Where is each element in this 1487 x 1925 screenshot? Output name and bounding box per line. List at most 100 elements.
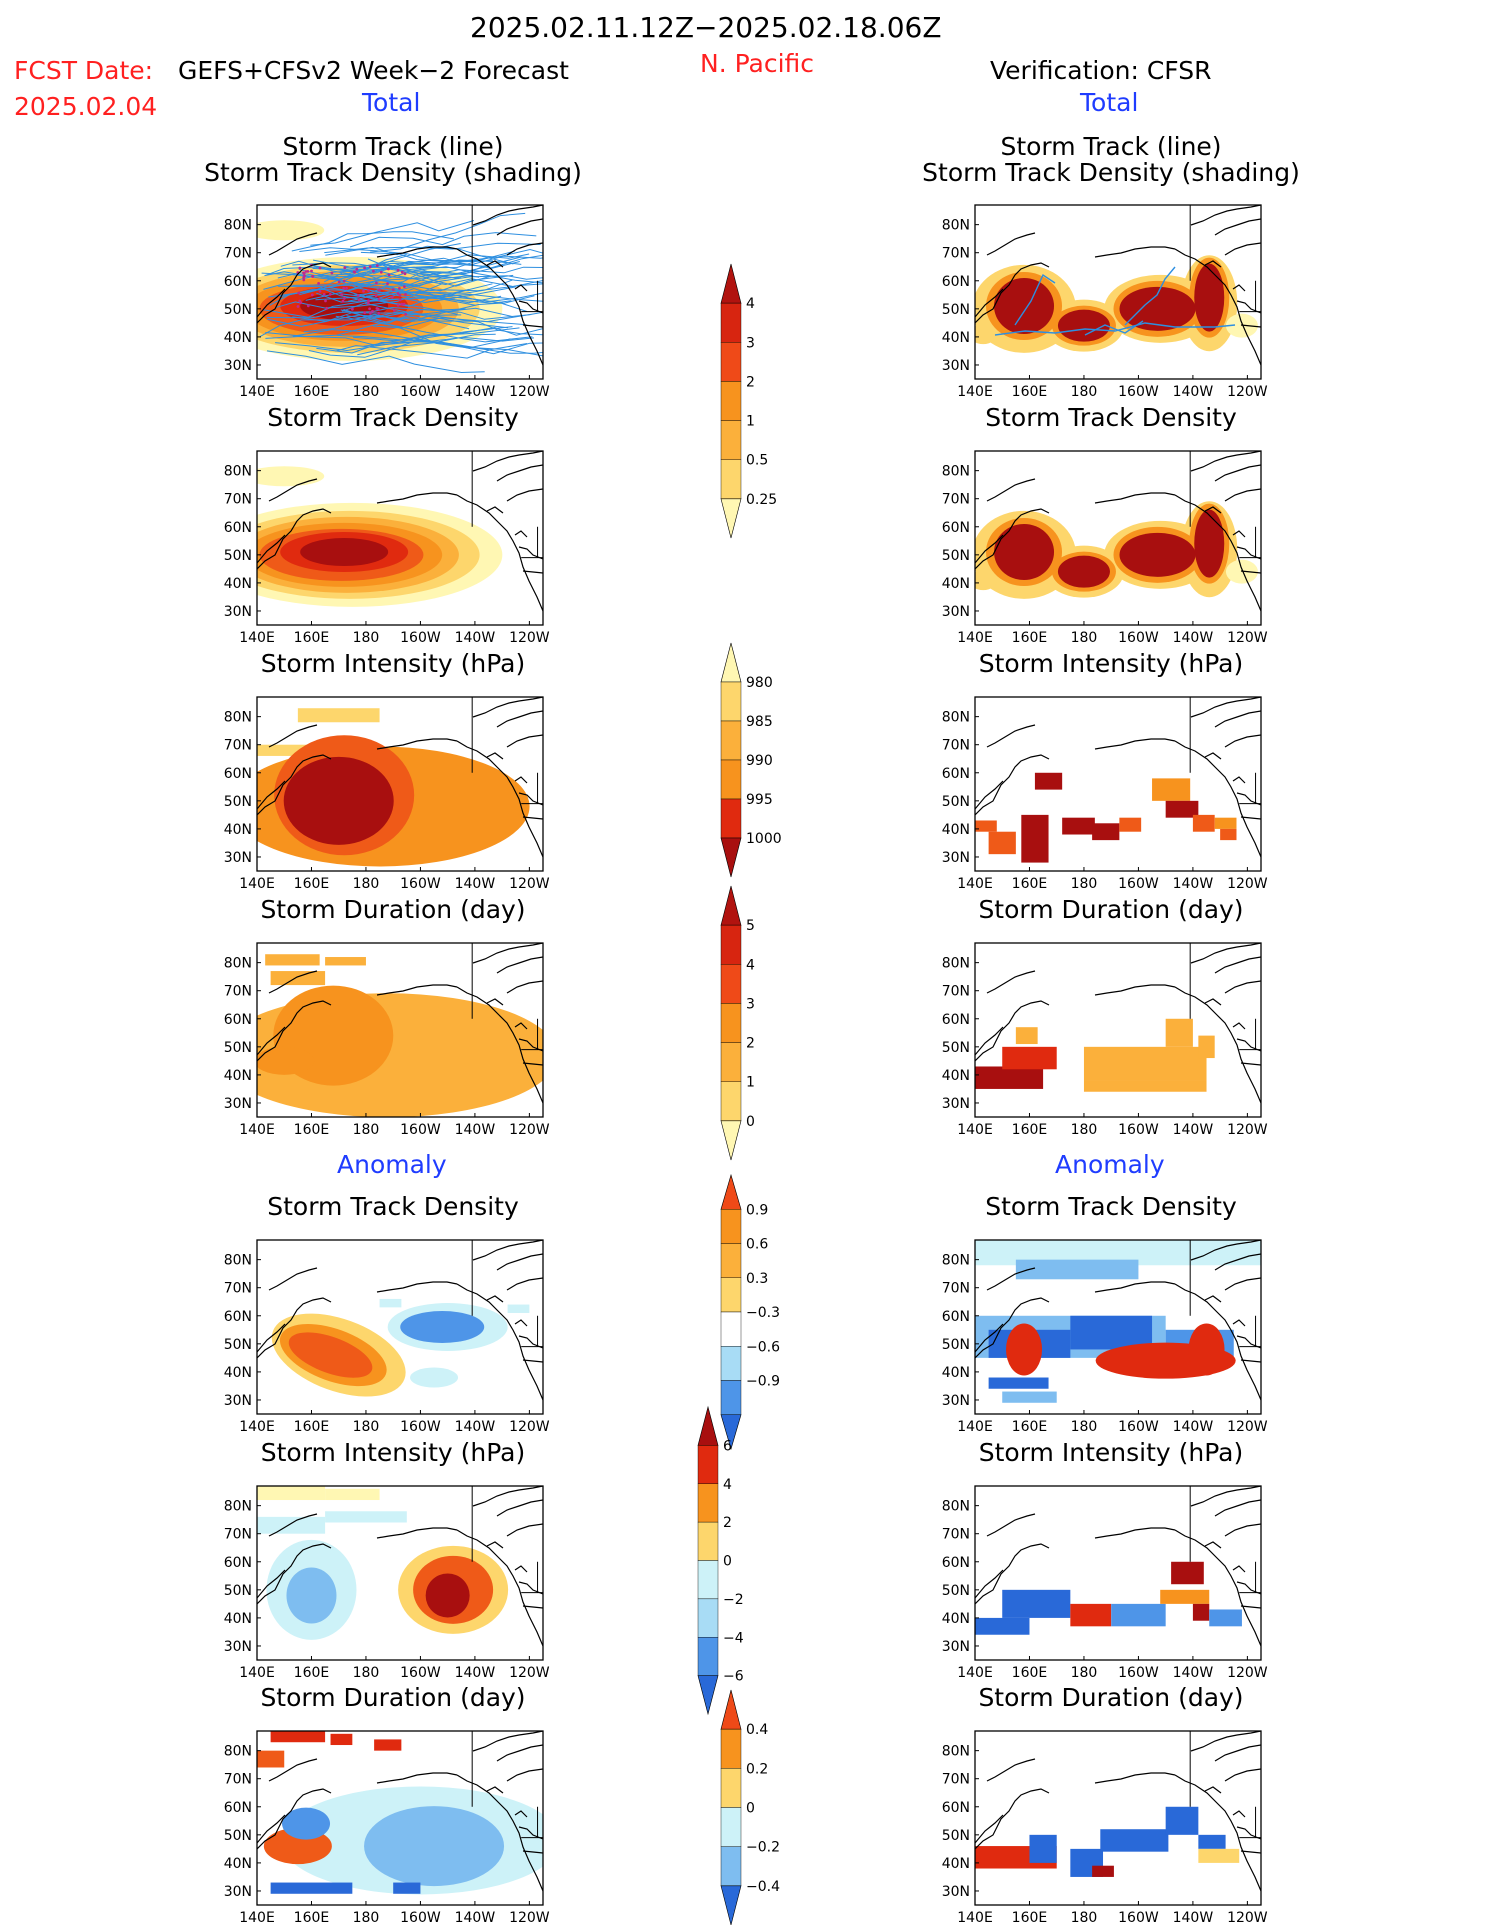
lat-tick-label: 60N xyxy=(224,1800,252,1816)
storm-track-line xyxy=(278,285,458,315)
coastline xyxy=(496,1744,543,1762)
lat-tick-label: 70N xyxy=(224,1527,252,1543)
storm-track-line xyxy=(291,231,454,252)
density-contour xyxy=(257,466,325,487)
anomaly-cell xyxy=(1209,1609,1242,1627)
coastline xyxy=(975,288,1004,318)
coastline xyxy=(1240,570,1261,574)
lat-tick-label: 40N xyxy=(942,1611,970,1627)
map-background xyxy=(975,697,1261,871)
storm-track-line xyxy=(346,269,543,288)
lat-tick-label: 60N xyxy=(942,1012,970,1028)
storm-center-point xyxy=(351,307,354,311)
coastline xyxy=(257,262,332,324)
lon-tick-label: 180 xyxy=(1071,1665,1098,1681)
coastline xyxy=(1094,738,1176,750)
lat-tick-label: 60N xyxy=(942,1309,970,1325)
intensity-cell xyxy=(1192,814,1215,832)
coastline xyxy=(1094,246,1176,258)
coastline xyxy=(1174,494,1261,612)
intensity-cell xyxy=(1214,817,1237,829)
coastline xyxy=(986,1513,1036,1537)
storm-track-line xyxy=(324,242,541,254)
colorbar-segment xyxy=(720,420,742,460)
lon-tick-label: 160E xyxy=(294,1122,330,1138)
coastline xyxy=(496,1499,543,1517)
anomaly-cell xyxy=(393,1882,421,1894)
intensity-cell xyxy=(975,820,997,832)
map-field xyxy=(257,943,543,1117)
storm-track-line xyxy=(366,291,543,303)
storm-center-point xyxy=(322,293,326,296)
lat-tick-label: 70N xyxy=(224,1281,252,1297)
storm-center-point xyxy=(403,285,406,288)
coastline xyxy=(506,1768,543,1782)
lon-tick-label: 160E xyxy=(1012,876,1048,892)
storm-center-point xyxy=(387,267,390,271)
colorbar-segment xyxy=(697,1675,719,1716)
coastline xyxy=(1190,1240,1261,1261)
lon-tick-label: 160W xyxy=(400,630,441,646)
lon-tick-label: 180 xyxy=(353,630,380,646)
coastline xyxy=(975,262,1050,324)
storm-track-line xyxy=(994,322,1236,336)
map-frame xyxy=(974,204,1262,380)
anomaly-cell xyxy=(330,1733,353,1746)
coastline xyxy=(1232,284,1246,292)
coastline xyxy=(376,1772,458,1784)
duration-cell xyxy=(265,954,320,966)
lat-tick-label: 30N xyxy=(224,358,252,374)
lat-tick-label: 50N xyxy=(224,302,252,318)
coastline xyxy=(975,780,1004,810)
colorbar-segment xyxy=(697,1637,719,1676)
coastline xyxy=(257,754,332,816)
storm-center-point xyxy=(310,269,313,273)
coastline xyxy=(496,1253,543,1271)
lon-tick-label: 120W xyxy=(509,1910,550,1925)
map-field xyxy=(975,1486,1261,1660)
density-contour xyxy=(300,538,389,567)
anomaly-cell xyxy=(1015,1259,1139,1280)
coastline xyxy=(975,1026,1004,1056)
lat-tick-label: 70N xyxy=(224,1772,252,1788)
colorbar-label: 6 xyxy=(723,1438,732,1454)
section-total-right: Total xyxy=(1080,88,1139,117)
fcst-date: 2025.02.04 xyxy=(14,92,158,121)
map-field xyxy=(975,451,1261,625)
coastline xyxy=(1204,1295,1222,1303)
storm-center-point xyxy=(328,292,332,296)
intensity-cell xyxy=(1092,823,1120,841)
coastline xyxy=(1204,752,1222,760)
storm-track-line xyxy=(365,303,543,336)
lat-tick-label: 80N xyxy=(224,218,252,234)
lat-tick-label: 40N xyxy=(942,576,970,592)
storm-center-point xyxy=(400,302,404,306)
colorbar-label: 2 xyxy=(746,374,755,390)
map-panel-density-forecast: 140E 160E 180 160W 140W 120W 80N 70N 60N 50N 40N 30… xyxy=(224,450,550,646)
map-field xyxy=(257,697,543,871)
storm-track-line xyxy=(303,311,509,333)
lat-tick-label: 40N xyxy=(224,822,252,838)
lat-tick-label: 40N xyxy=(224,576,252,592)
lat-tick-label: 30N xyxy=(942,1884,970,1900)
anomaly-contour xyxy=(282,1807,331,1840)
coastline xyxy=(1190,205,1261,226)
title-duration-anom-left: Storm Duration (day) xyxy=(260,1683,526,1712)
storm-center-point xyxy=(318,266,322,270)
lon-tick-label: 160W xyxy=(1118,876,1159,892)
coastline xyxy=(975,508,1050,570)
anomaly-cell xyxy=(1198,1834,1226,1849)
storm-center-point xyxy=(302,272,306,275)
anomaly-cell xyxy=(374,1739,402,1751)
colorbar-segment xyxy=(720,720,742,761)
anomaly-contour xyxy=(286,1567,337,1624)
lat-tick-label: 50N xyxy=(224,1040,252,1056)
coastline xyxy=(986,1758,1036,1782)
duration-cell xyxy=(325,957,366,966)
anomaly-cell xyxy=(325,1511,407,1523)
lat-tick-label: 50N xyxy=(224,548,252,564)
storm-center-point xyxy=(404,293,407,296)
colorbar-label: 0.5 xyxy=(746,453,768,469)
lon-tick-label: 160W xyxy=(1118,630,1159,646)
coastline xyxy=(376,246,458,258)
